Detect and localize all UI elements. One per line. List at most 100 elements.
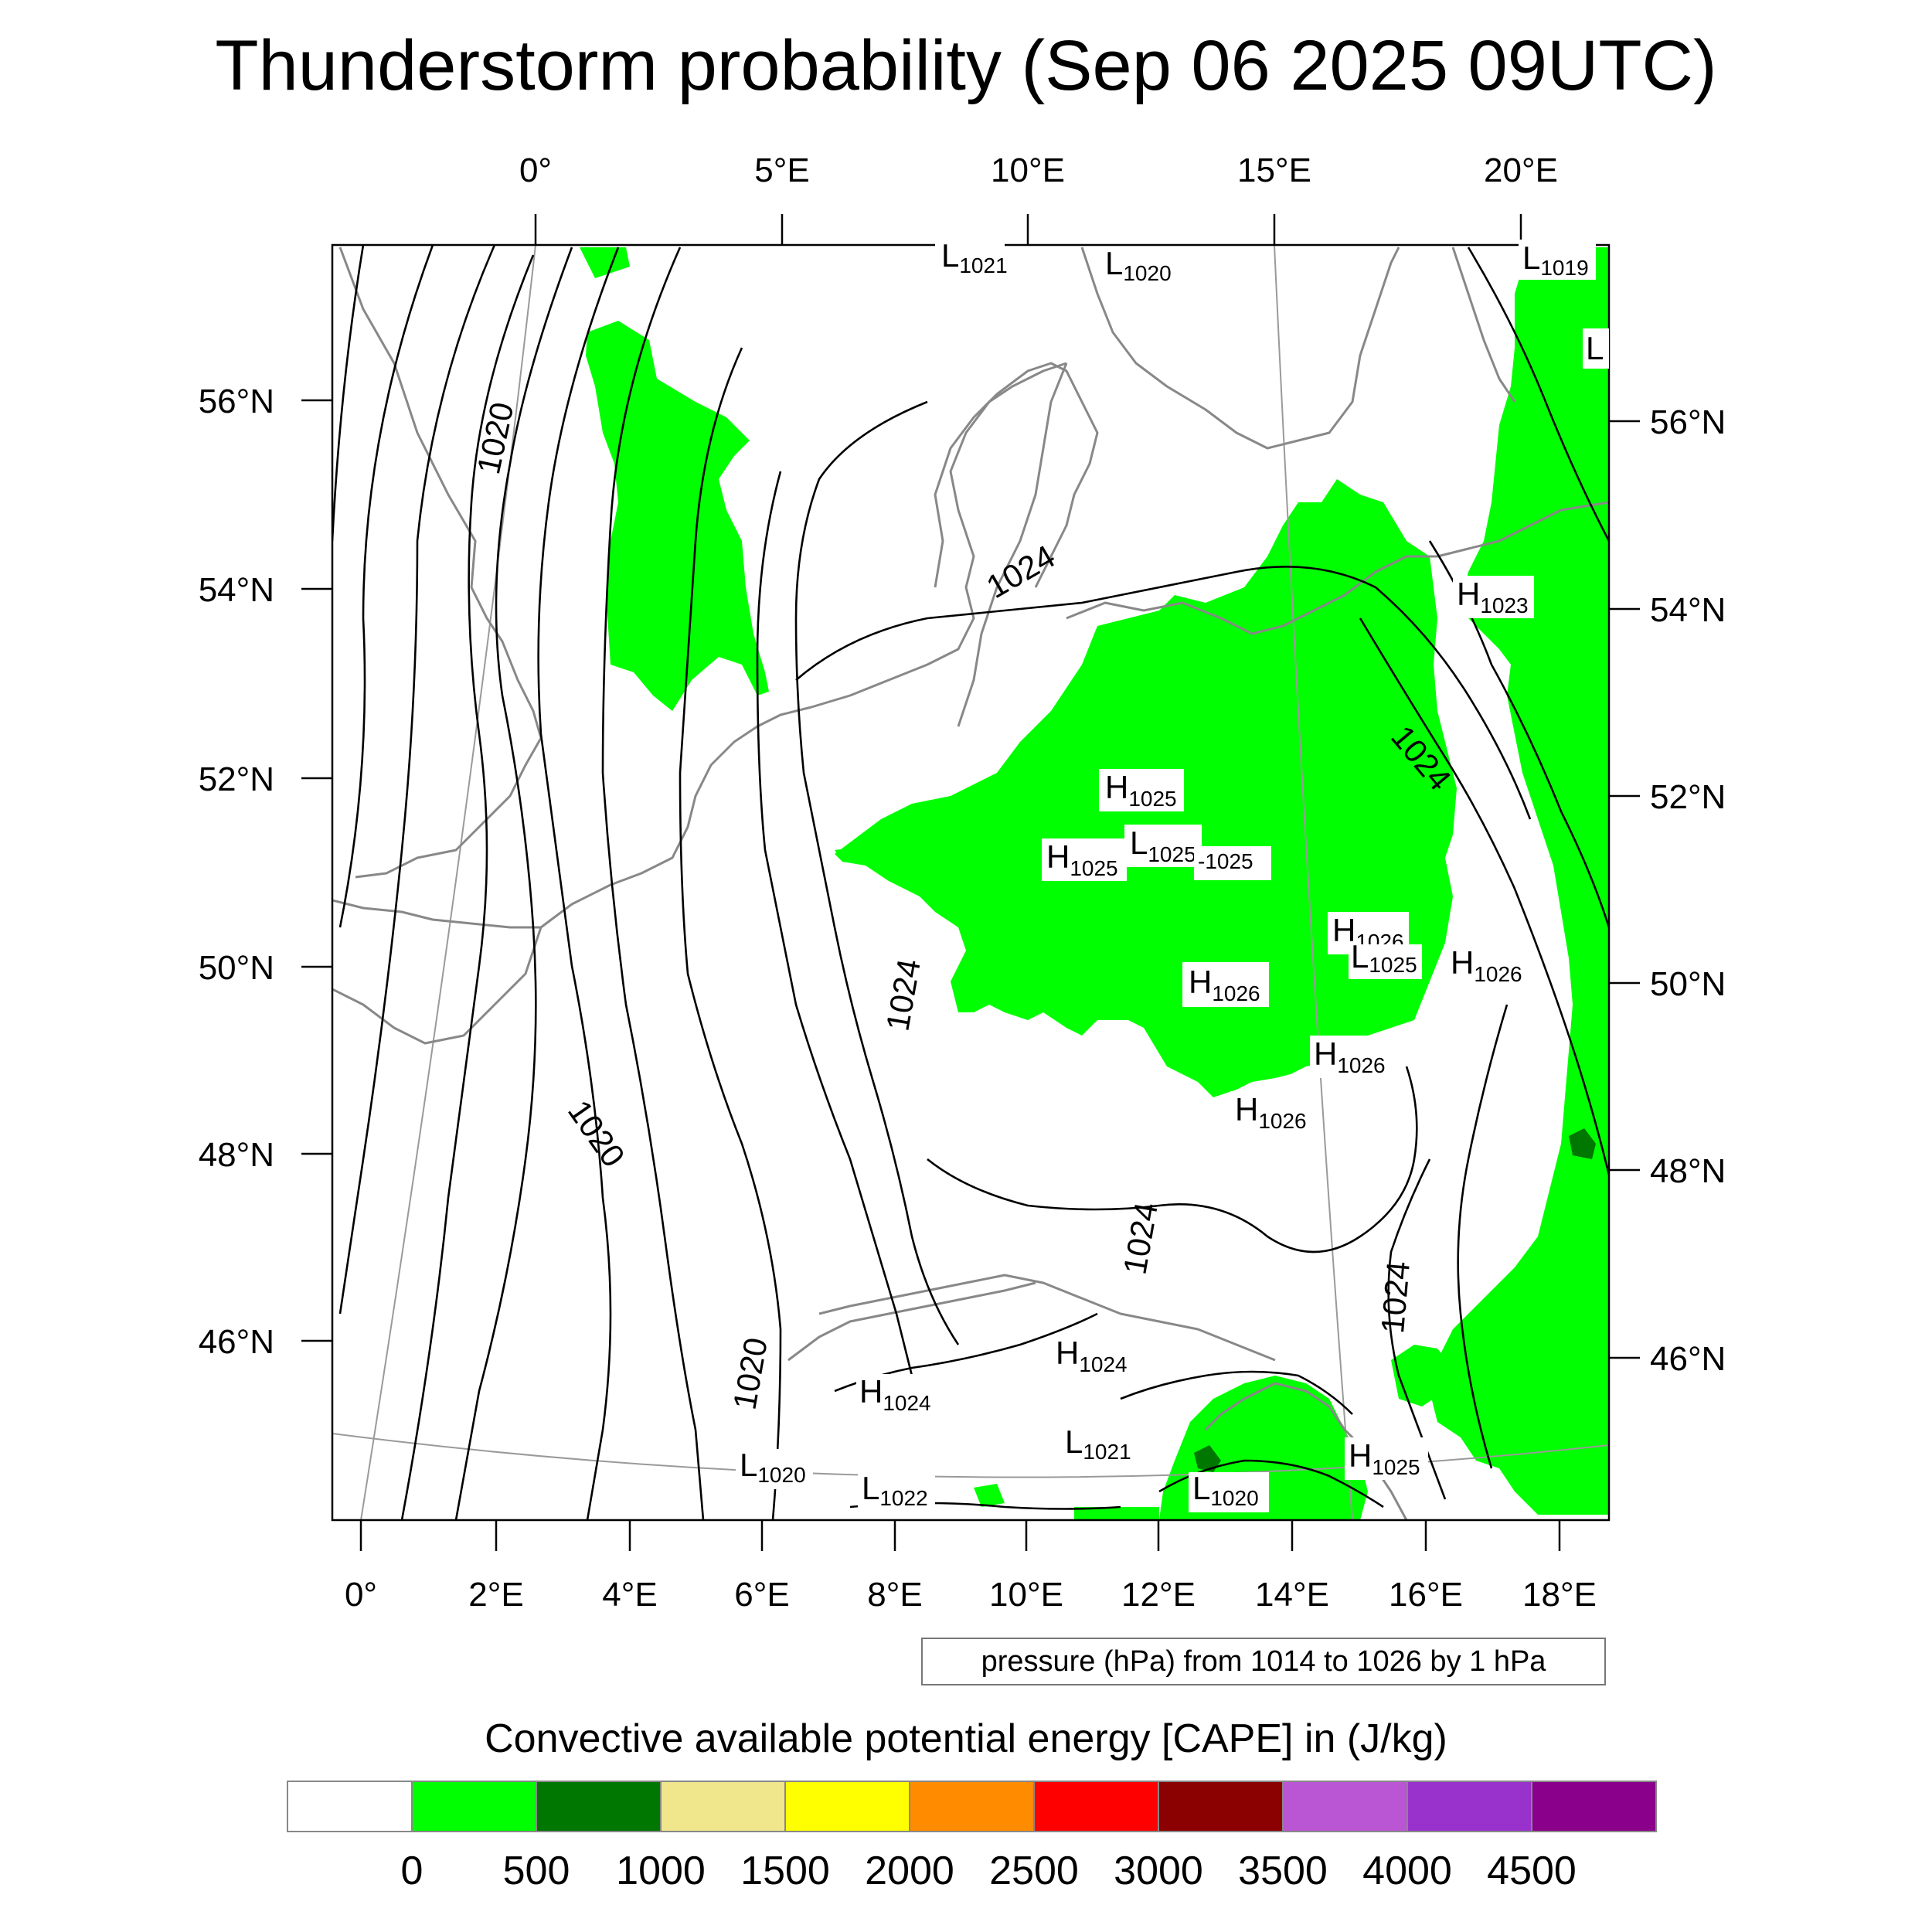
isobar-east-3 xyxy=(1359,617,1609,1175)
center-type: H xyxy=(1332,912,1355,948)
center-value: 1020 xyxy=(1123,261,1171,285)
coast-germany-north xyxy=(811,362,1067,709)
pressure-center: H1024 xyxy=(1051,1335,1134,1377)
isobar-5 xyxy=(454,247,573,1520)
coast-benelux xyxy=(540,706,812,929)
center-type: L xyxy=(1105,245,1123,281)
center-value: 1024 xyxy=(883,1391,930,1415)
isobar-1024-south xyxy=(927,1066,1418,1253)
svg-text:H1026: H1026 xyxy=(1235,1091,1307,1133)
bottom-lon-label: 10°E xyxy=(989,1576,1063,1614)
center-value: 1020 xyxy=(757,1463,805,1487)
isobar-east-1 xyxy=(1467,247,1609,542)
coastlines xyxy=(332,247,1609,1520)
center-type: H xyxy=(1314,1036,1337,1072)
right-lat-label: 46°N xyxy=(1650,1340,1726,1378)
isobar-east-5 xyxy=(1457,1004,1509,1469)
center-type: L xyxy=(1351,938,1369,975)
svg-text:L1021: L1021 xyxy=(941,237,1008,277)
coast-denmark xyxy=(934,362,1099,588)
svg-text:L: L xyxy=(1586,330,1604,366)
left-lat-labels: 56°N 54°N 52°N 50°N 48°N 46°N xyxy=(199,383,274,1361)
left-lat-label: 56°N xyxy=(199,383,274,420)
border-alps xyxy=(818,1274,1276,1362)
left-lat-label: 52°N xyxy=(199,760,274,798)
isobar-1024-west xyxy=(794,400,960,1345)
bottom-lon-label: 4°E xyxy=(602,1576,657,1614)
map-field xyxy=(332,245,1609,1520)
left-lat-label: 46°N xyxy=(199,1323,274,1361)
center-value: 1022 xyxy=(879,1486,927,1510)
pressure-center: L1021 xyxy=(935,237,1008,277)
svg-text:H1025: H1025 xyxy=(1046,838,1118,880)
center-type: H xyxy=(1056,1335,1079,1371)
cape-high-area-1 xyxy=(1569,1128,1596,1159)
center-type: H xyxy=(1235,1091,1258,1128)
center-type: L xyxy=(1192,1470,1210,1506)
legend-title: Convective available potential energy [C… xyxy=(485,1716,1447,1761)
cape-area-north-sea xyxy=(580,247,769,711)
center-type: H xyxy=(859,1373,883,1410)
center-value: 1026 xyxy=(1474,962,1522,986)
border-central xyxy=(957,362,1068,727)
center-type: H xyxy=(1189,964,1212,1000)
coast-france-north xyxy=(332,927,543,1045)
right-lat-label: 56°N xyxy=(1650,403,1726,441)
svg-text:L1025: L1025 xyxy=(1130,825,1196,866)
right-lat-label: 54°N xyxy=(1650,591,1726,629)
top-lon-label: 0° xyxy=(519,151,552,189)
bottom-lon-label: 12°E xyxy=(1121,1576,1196,1614)
center-type: L xyxy=(1586,330,1604,366)
center-type: L xyxy=(1130,825,1148,861)
isobars xyxy=(332,245,1609,1520)
left-lat-label: 54°N xyxy=(199,571,274,609)
center-type: L xyxy=(1065,1423,1083,1460)
svg-text:H1024: H1024 xyxy=(859,1373,931,1415)
pressure-center: H1023 xyxy=(1453,576,1534,618)
isobar-2 xyxy=(338,245,434,928)
isobar-1024-north xyxy=(795,566,1532,820)
meridian-15 xyxy=(1274,245,1353,1520)
center-type: L xyxy=(740,1447,757,1483)
tick-marks xyxy=(301,214,1640,1551)
top-lon-labels: 0° 5°E 10°E 15°E 20°E xyxy=(519,151,1558,189)
pressure-note: pressure (hPa) from 1014 to 1026 by 1 hP… xyxy=(921,1638,1606,1685)
center-type: H xyxy=(1046,838,1070,875)
center-value: 1025 xyxy=(1070,856,1117,880)
isobar-6 xyxy=(537,247,620,1520)
center-value: 1025 xyxy=(1128,787,1176,811)
pressure-center: L1020 xyxy=(1189,1470,1269,1512)
center-type: H xyxy=(1451,944,1474,981)
pressure-center: H1025 xyxy=(1345,1437,1428,1480)
center-type: L xyxy=(862,1470,879,1506)
svg-text:L1021: L1021 xyxy=(1065,1423,1131,1464)
isobar-8 xyxy=(679,347,782,1520)
coast-finland xyxy=(1451,247,1516,403)
pressure-center: H1026 xyxy=(1310,1036,1393,1078)
top-lon-label: 10°E xyxy=(991,151,1065,189)
right-lat-label: 52°N xyxy=(1650,778,1726,816)
svg-text:H1026: H1026 xyxy=(1314,1036,1386,1077)
pressure-center: H1025 xyxy=(1099,769,1184,811)
meridian-0 xyxy=(360,245,536,1520)
svg-text:L1025: L1025 xyxy=(1351,938,1417,977)
top-lon-label: 15°E xyxy=(1237,151,1311,189)
pressure-center: L xyxy=(1583,328,1609,369)
pressure-center: H1025 xyxy=(1042,838,1127,881)
svg-text:H1025: H1025 xyxy=(1105,769,1177,811)
center-value: 1025 xyxy=(1369,953,1417,977)
top-lon-label: 5°E xyxy=(754,151,809,189)
coast-britain-south xyxy=(332,899,541,929)
center-type: H xyxy=(1105,769,1128,805)
center-value: 1023 xyxy=(1480,594,1528,617)
pressure-center: L1025 xyxy=(1349,938,1422,979)
bottom-lon-label: 18°E xyxy=(1522,1576,1597,1614)
center-value: 1021 xyxy=(1083,1440,1131,1464)
bottom-lon-label: 6°E xyxy=(734,1576,789,1614)
pressure-center: -1025 xyxy=(1194,846,1271,880)
right-lat-labels: 56°N 54°N 52°N 50°N 48°N 46°N xyxy=(1650,403,1726,1378)
contour-label: 1024 xyxy=(1374,1260,1417,1335)
pressure-center: L1020 xyxy=(1101,245,1172,285)
right-lat-label: 48°N xyxy=(1650,1152,1726,1190)
bottom-lon-label: 2°E xyxy=(468,1576,523,1614)
